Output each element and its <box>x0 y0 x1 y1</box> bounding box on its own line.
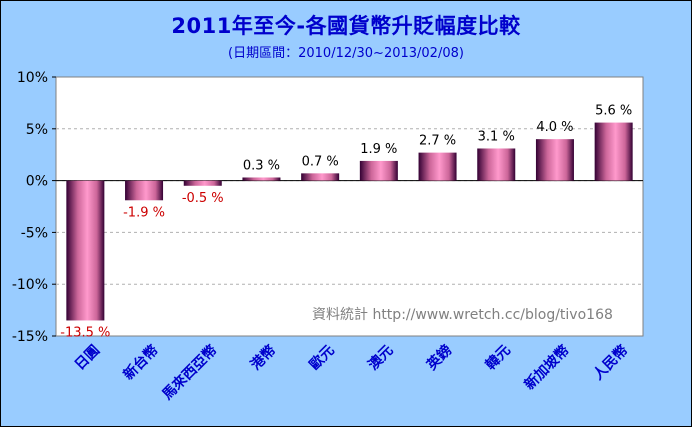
bar-英鎊 <box>418 152 457 181</box>
plot-area <box>55 76 644 337</box>
y-tick-label: 10% <box>17 70 48 86</box>
bar-馬來西亞幣 <box>183 180 222 186</box>
y-axis-ticks: 10% 5% 0% -5% -10% -15% <box>12 70 56 345</box>
y-tick-label: -15% <box>12 329 48 345</box>
data-label: 0.7 % <box>302 154 339 169</box>
category-label: 新加坡幣 <box>521 342 573 394</box>
category-label: 日圓 <box>71 342 103 374</box>
category-label: 港幣 <box>247 342 279 374</box>
bar-歐元 <box>301 173 340 181</box>
bar-人民幣 <box>594 122 633 181</box>
data-label: 0.3 % <box>243 158 280 173</box>
data-label: -13.5 % <box>60 325 110 340</box>
data-label: -1.9 % <box>123 205 165 220</box>
chart-title: 2011年至今-各國貨幣升貶幅度比較 <box>171 14 521 38</box>
bar-新加坡幣 <box>535 139 574 181</box>
category-label: 韓元 <box>482 342 514 374</box>
category-label: 英鎊 <box>423 342 456 375</box>
category-label: 馬來西亞幣 <box>159 342 221 404</box>
category-label: 澳元 <box>365 342 397 374</box>
bar-新台幣 <box>125 180 164 201</box>
data-label: -0.5 % <box>182 191 224 206</box>
category-label: 歐元 <box>306 342 338 374</box>
data-label: 5.6 % <box>595 104 632 119</box>
category-label: 新台幣 <box>120 342 162 384</box>
source-watermark: 資料統計 http://www.wretch.cc/blog/tivo168 <box>312 307 613 323</box>
bars <box>66 122 633 321</box>
data-labels: -13.5 % -1.9 % -0.5 % 0.3 % 0.7 % 1.9 % 2.7 % 3… <box>60 104 632 341</box>
chart-subtitle: (日期區間：2010/12/30~2013/02/08) <box>228 46 464 61</box>
y-tick-label: -5% <box>21 225 48 241</box>
data-label: 4.0 % <box>536 120 573 135</box>
data-label: 3.1 % <box>478 129 515 144</box>
y-tick-label: 5% <box>26 122 48 138</box>
y-tick-label: 0% <box>26 174 48 190</box>
data-label: 1.9 % <box>360 142 397 157</box>
y-tick-label: -10% <box>12 277 48 293</box>
bar-港幣 <box>242 177 281 181</box>
data-label: 2.7 % <box>419 134 456 149</box>
bar-日圓 <box>66 180 105 321</box>
bar-澳元 <box>359 160 398 181</box>
bar-韓元 <box>477 148 516 181</box>
category-label: 人民幣 <box>590 342 632 384</box>
